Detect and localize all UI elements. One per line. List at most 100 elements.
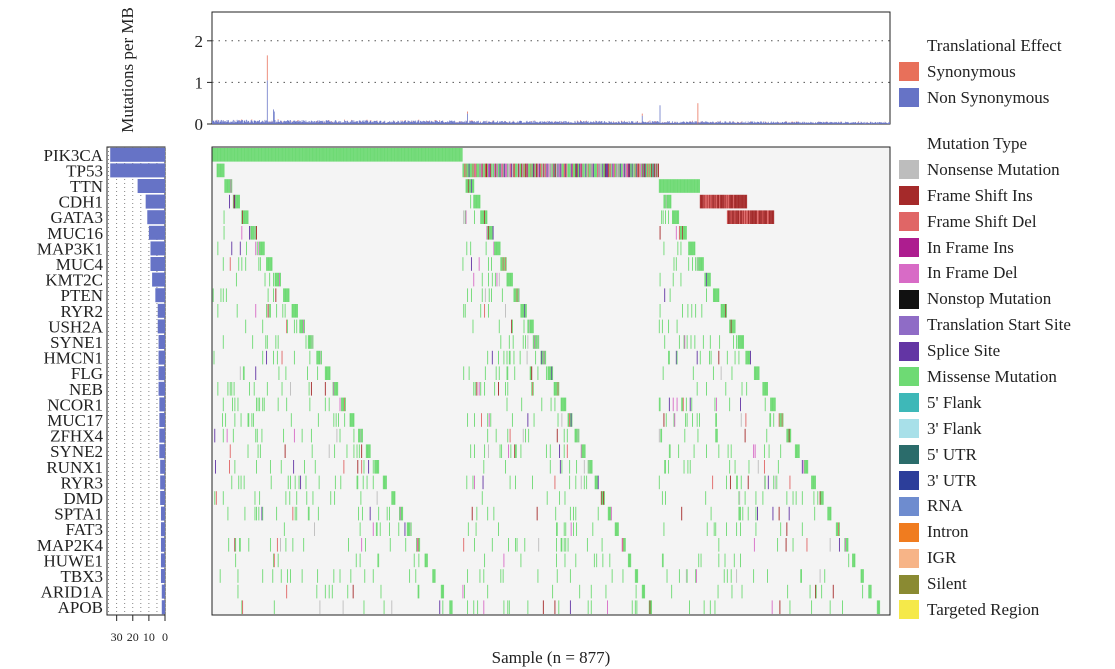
- tmb-bar-non-synonymous: [642, 121, 644, 124]
- mutation-cell: [741, 194, 743, 209]
- mutation-cell: [549, 460, 551, 474]
- mutation-cell: [689, 397, 691, 412]
- mutation-cell: [329, 366, 331, 380]
- tmb-bar-non-synonymous: [213, 120, 215, 124]
- mutation-cell: [416, 538, 417, 552]
- tmb-bar-non-synonymous: [562, 121, 564, 124]
- mutation-cell: [299, 148, 301, 162]
- mutation-cell: [365, 148, 366, 162]
- tmb-bar-non-synonymous: [224, 121, 226, 124]
- tmb-bar-non-synonymous: [386, 122, 388, 124]
- tmb-bar-non-synonymous: [675, 122, 676, 124]
- mutation-cell: [508, 600, 510, 614]
- mutation-cell: [678, 226, 680, 240]
- mutation-cell: [289, 148, 291, 162]
- mutation-cell: [521, 397, 523, 412]
- mutation-cell: [300, 319, 302, 334]
- tmb-bar-non-synonymous: [627, 123, 629, 124]
- mutation-cell: [506, 397, 508, 412]
- mutation-cell: [689, 241, 691, 256]
- mutation-cell: [494, 163, 496, 178]
- tmb-bar-non-synonymous: [521, 121, 523, 124]
- mutation-cell: [279, 148, 281, 162]
- mutation-cell: [261, 241, 263, 256]
- mutation-cell: [332, 382, 334, 396]
- tmb-bar-non-synonymous: [775, 122, 777, 124]
- mutation-cell: [228, 538, 230, 552]
- mutation-cell: [676, 319, 678, 334]
- tmb-bar-non-synonymous: [656, 121, 658, 124]
- mutation-cell: [229, 194, 230, 209]
- mutation-cell: [457, 148, 458, 162]
- tmb-bar-non-synonymous: [542, 121, 543, 124]
- mutation-cell: [217, 148, 219, 162]
- mutation-cell: [529, 319, 531, 334]
- mutation-cell: [664, 194, 666, 209]
- mutation-cell: [803, 460, 805, 474]
- tmb-bar-non-synonymous: [256, 121, 257, 124]
- mutation-cell: [838, 522, 840, 536]
- mutation-cell: [314, 148, 315, 162]
- mutation-cell: [450, 600, 452, 614]
- mutation-cell: [737, 210, 739, 224]
- mutation-cell: [348, 538, 349, 552]
- tmb-bar-non-synonymous: [682, 121, 683, 124]
- tmb-bar-non-synonymous: [798, 122, 800, 124]
- mutation-cell: [663, 241, 665, 256]
- tmb-bar-non-synonymous: [462, 121, 464, 124]
- tmb-bar-non-synonymous: [496, 122, 498, 124]
- mutation-cell: [489, 163, 491, 178]
- mutation-cell: [686, 569, 688, 583]
- tmb-bars: [212, 55, 890, 124]
- mutation-cell: [402, 148, 404, 162]
- tmb-bar-non-synonymous: [344, 120, 345, 124]
- mutation-cell: [729, 210, 731, 224]
- mutation-cell: [222, 148, 224, 162]
- mutation-cell: [567, 538, 569, 552]
- mutation-cell: [324, 397, 326, 412]
- mutation-cell: [773, 397, 775, 412]
- mutation-cell: [219, 148, 221, 162]
- tmb-bar-non-synonymous: [638, 123, 640, 124]
- mutation-cell: [286, 584, 288, 599]
- tmb-bar-non-synonymous: [852, 122, 853, 124]
- tmb-bar-non-synonymous: [817, 121, 819, 124]
- mutation-cell: [351, 148, 353, 162]
- mutation-cell: [488, 226, 490, 240]
- mutation-cell: [217, 382, 219, 396]
- tmb-bar-non-synonymous: [746, 122, 748, 124]
- mutation-cell: [588, 163, 590, 178]
- tmb-bar-non-synonymous: [746, 123, 747, 124]
- mutation-cell: [677, 210, 679, 224]
- tmb-bar-non-synonymous: [716, 122, 717, 124]
- mutation-cell: [295, 148, 297, 162]
- mutation-cell: [669, 288, 671, 302]
- tmb-bar-non-synonymous: [423, 121, 425, 124]
- mutation-cell: [712, 366, 714, 380]
- mutation-cell: [661, 210, 663, 224]
- tmb-bar-synonymous: [719, 120, 721, 122]
- mutation-cell: [306, 148, 308, 162]
- mutation-cell: [432, 148, 434, 162]
- mutation-cell: [274, 272, 276, 287]
- mutation-cell: [368, 148, 370, 162]
- mutation-cell: [518, 163, 520, 178]
- mutation-cell: [376, 522, 378, 536]
- mutation-cell: [520, 553, 522, 568]
- mutation-cell: [331, 584, 333, 599]
- tmb-bar-non-synonymous: [290, 120, 291, 124]
- tmb-bar-non-synonymous: [565, 121, 567, 124]
- gene-frequency-bar: [158, 350, 165, 365]
- mutation-cell: [515, 538, 516, 552]
- tmb-bar-non-synonymous: [844, 122, 846, 124]
- tmb-bar-non-synonymous: [233, 122, 235, 124]
- tmb-bar-non-synonymous: [326, 120, 328, 124]
- tmb-bar-non-synonymous: [396, 122, 398, 124]
- mutation-cell: [692, 179, 693, 193]
- mutation-cell: [444, 148, 446, 162]
- mutation-cell: [573, 506, 574, 521]
- tmb-bar-non-synonymous: [641, 115, 643, 124]
- tmb-bar-non-synonymous: [215, 120, 217, 124]
- mutation-cell: [276, 350, 278, 365]
- tmb-bar-non-synonymous: [405, 120, 407, 124]
